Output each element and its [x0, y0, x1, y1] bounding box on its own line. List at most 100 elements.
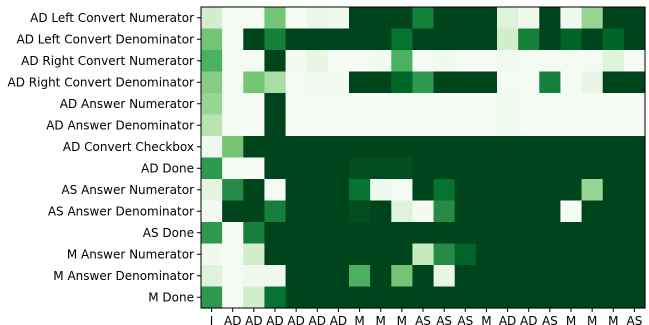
heatmap-cell: [560, 200, 583, 223]
heatmap-cell: [306, 200, 329, 223]
heatmap-cell: [539, 93, 562, 116]
heatmap-cell: [201, 179, 223, 202]
heatmap-cell: [454, 243, 477, 266]
heatmap-cell: [433, 222, 456, 245]
heatmap-cell: [518, 71, 540, 94]
y-tick-label: AD Done: [141, 161, 194, 175]
heatmap-cell: [222, 157, 244, 180]
heatmap-cells: [201, 7, 646, 309]
heatmap-cell: [539, 114, 562, 137]
heatmap-cell: [475, 114, 498, 137]
y-tick-label: AS Done: [143, 226, 194, 240]
heatmap-cell: [539, 286, 562, 309]
heatmap-cell: [602, 50, 625, 73]
heatmap-cell: [539, 265, 562, 288]
heatmap-cell: [391, 265, 414, 288]
heatmap-cell: [433, 179, 456, 202]
heatmap-cell: [623, 222, 646, 245]
heatmap-cell: [560, 93, 583, 116]
heatmap-cell: [560, 114, 583, 137]
heatmap-cell: [433, 136, 456, 159]
heatmap-cell: [581, 28, 604, 51]
heatmap-cell: [391, 200, 414, 223]
heatmap-cell: [370, 243, 392, 266]
heatmap-cell: [349, 157, 371, 180]
x-tick-label: AS: [542, 314, 558, 325]
heatmap-cell: [264, 28, 287, 51]
heatmap-cell: [285, 243, 308, 266]
heatmap-cell: [497, 93, 519, 116]
heatmap-cell: [391, 222, 414, 245]
heatmap-cell: [222, 28, 244, 51]
heatmap-cell: [433, 286, 456, 309]
heatmap-cell: [264, 222, 287, 245]
heatmap-cell: [264, 93, 287, 116]
heatmap-cell: [201, 114, 223, 137]
heatmap-cell: [412, 7, 435, 30]
heatmap-cell: [349, 136, 371, 159]
heatmap-cell: [391, 7, 414, 30]
heatmap-cell: [349, 179, 371, 202]
heatmap-cell: [623, 114, 646, 137]
heatmap-cell: [581, 200, 604, 223]
heatmap-cell: [306, 286, 329, 309]
heatmap-cell: [623, 243, 646, 266]
heatmap-cell: [370, 157, 392, 180]
plot-frame: [200, 6, 646, 309]
heatmap-cell: [306, 71, 329, 94]
x-ticks: [211, 308, 635, 312]
heatmap-cell: [602, 286, 625, 309]
heatmap-cell: [454, 286, 477, 309]
heatmap-cell: [454, 222, 477, 245]
heatmap-cell: [539, 28, 562, 51]
heatmap-cell: [222, 93, 244, 116]
heatmap-cell: [349, 200, 371, 223]
y-tick-label: AD Left Convert Numerator: [30, 11, 194, 25]
heatmap-cell: [306, 114, 329, 137]
heatmap-cell: [391, 157, 414, 180]
heatmap-cell: [327, 265, 350, 288]
y-tick-labels: AD Left Convert Numerator AD Left Convert…: [8, 11, 195, 305]
x-tick-label: M: [376, 314, 386, 325]
heatmap-cell: [391, 136, 414, 159]
heatmap-cell: [349, 93, 371, 116]
heatmap-cell: [581, 7, 604, 30]
y-tick-label: AS Answer Denominator: [48, 204, 194, 218]
heatmap-cell: [201, 286, 223, 309]
heatmap-cell: [560, 71, 583, 94]
heatmap-cell: [560, 265, 583, 288]
heatmap-cell: [539, 7, 562, 30]
heatmap-cell: [306, 28, 329, 51]
heatmap-cell: [306, 157, 329, 180]
heatmap-cell: [560, 179, 583, 202]
heatmap-cell: [391, 114, 414, 137]
heatmap-cell: [497, 28, 519, 51]
heatmap-cell: [327, 136, 350, 159]
x-tick-label: AD: [287, 314, 304, 325]
heatmap-cell: [264, 136, 287, 159]
heatmap-cell: [201, 200, 223, 223]
heatmap-cell: [497, 50, 519, 73]
y-tick-label: AS Answer Numerator: [61, 183, 194, 197]
heatmap-cell: [349, 265, 371, 288]
heatmap-cell: [349, 71, 371, 94]
x-tick-label: AD: [309, 314, 326, 325]
x-tick-label: AS: [415, 314, 431, 325]
heatmap-cell: [475, 265, 498, 288]
heatmap-cell: [285, 50, 308, 73]
heatmap-cell: [327, 28, 350, 51]
heatmap-cell: [201, 93, 223, 116]
heatmap-cell: [306, 7, 329, 30]
heatmap-cell: [201, 136, 223, 159]
heatmap-cell: [454, 136, 477, 159]
heatmap-cell: [539, 179, 562, 202]
heatmap-cell: [539, 222, 562, 245]
heatmap-cell: [201, 222, 223, 245]
heatmap-cell: [412, 136, 435, 159]
heatmap-cell: [370, 222, 392, 245]
x-tick-label: AS: [627, 314, 643, 325]
heatmap-cell: [243, 50, 266, 73]
heatmap-cell: [560, 7, 583, 30]
heatmap-cell: [327, 179, 350, 202]
heatmap-cell: [602, 179, 625, 202]
